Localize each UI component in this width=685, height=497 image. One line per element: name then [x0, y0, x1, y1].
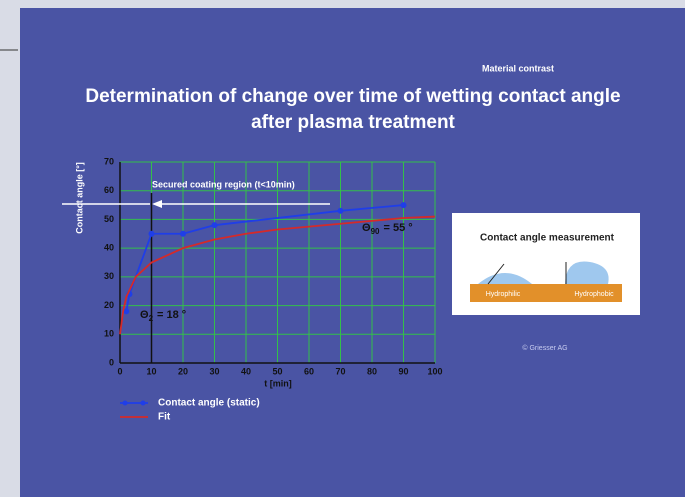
page: Material contrast Determination of chang… [0, 0, 685, 497]
y-tick-label: 30 [104, 271, 114, 281]
x-tick-label: 40 [241, 366, 251, 376]
slide-title: after plasma treatment [251, 112, 455, 133]
annotation: Secured coating region (t<10min) [152, 179, 295, 189]
annotation-text: = 18 ° [157, 309, 186, 321]
legend-marker [141, 401, 146, 406]
copyright: © Griesser AG [522, 344, 567, 352]
data-point [149, 231, 155, 237]
panel-label: Hydrophobic [574, 291, 614, 298]
x-tick-label: 20 [178, 366, 188, 376]
legend-marker [123, 401, 128, 406]
x-tick-label: 80 [367, 366, 377, 376]
x-tick-label: 10 [146, 366, 156, 376]
y-tick-label: 40 [104, 243, 114, 253]
y-tick-label: 10 [104, 329, 114, 339]
x-tick-label: 90 [398, 366, 408, 376]
x-axis-label: t [min] [264, 378, 292, 388]
annotation-subscript: 2 [149, 314, 154, 323]
legend-label: Fit [158, 412, 171, 423]
annotation-subscript: 90 [371, 227, 380, 236]
slide: Material contrast Determination of chang… [0, 0, 685, 497]
y-tick-label: 0 [109, 357, 114, 367]
panel: Contact angle measurement Hydrophilic Hy… [452, 213, 640, 315]
y-tick-label: 20 [104, 300, 114, 310]
panel-title: Contact angle measurement [480, 233, 615, 244]
y-tick-label: 70 [104, 156, 114, 166]
x-tick-label: 0 [117, 366, 122, 376]
data-point [180, 231, 186, 237]
data-point [338, 208, 344, 214]
y-axis-label: Contact angle [°] [74, 162, 84, 234]
data-point [212, 222, 218, 228]
legend-label: Contact angle (static) [158, 398, 260, 409]
x-tick-label: 50 [272, 366, 282, 376]
y-tick-label: 50 [104, 214, 114, 224]
x-tick-label: 100 [427, 366, 442, 376]
panel-label: Hydrophilic [486, 291, 521, 298]
slide-tag: Material contrast [482, 63, 554, 73]
x-tick-label: 60 [304, 366, 314, 376]
data-point [401, 202, 407, 208]
x-tick-label: 70 [335, 366, 345, 376]
slide-title: Determination of change over time of wet… [85, 86, 620, 107]
x-tick-label: 30 [209, 366, 219, 376]
annotation-text: = 55 ° [383, 222, 412, 234]
y-tick-label: 60 [104, 185, 114, 195]
